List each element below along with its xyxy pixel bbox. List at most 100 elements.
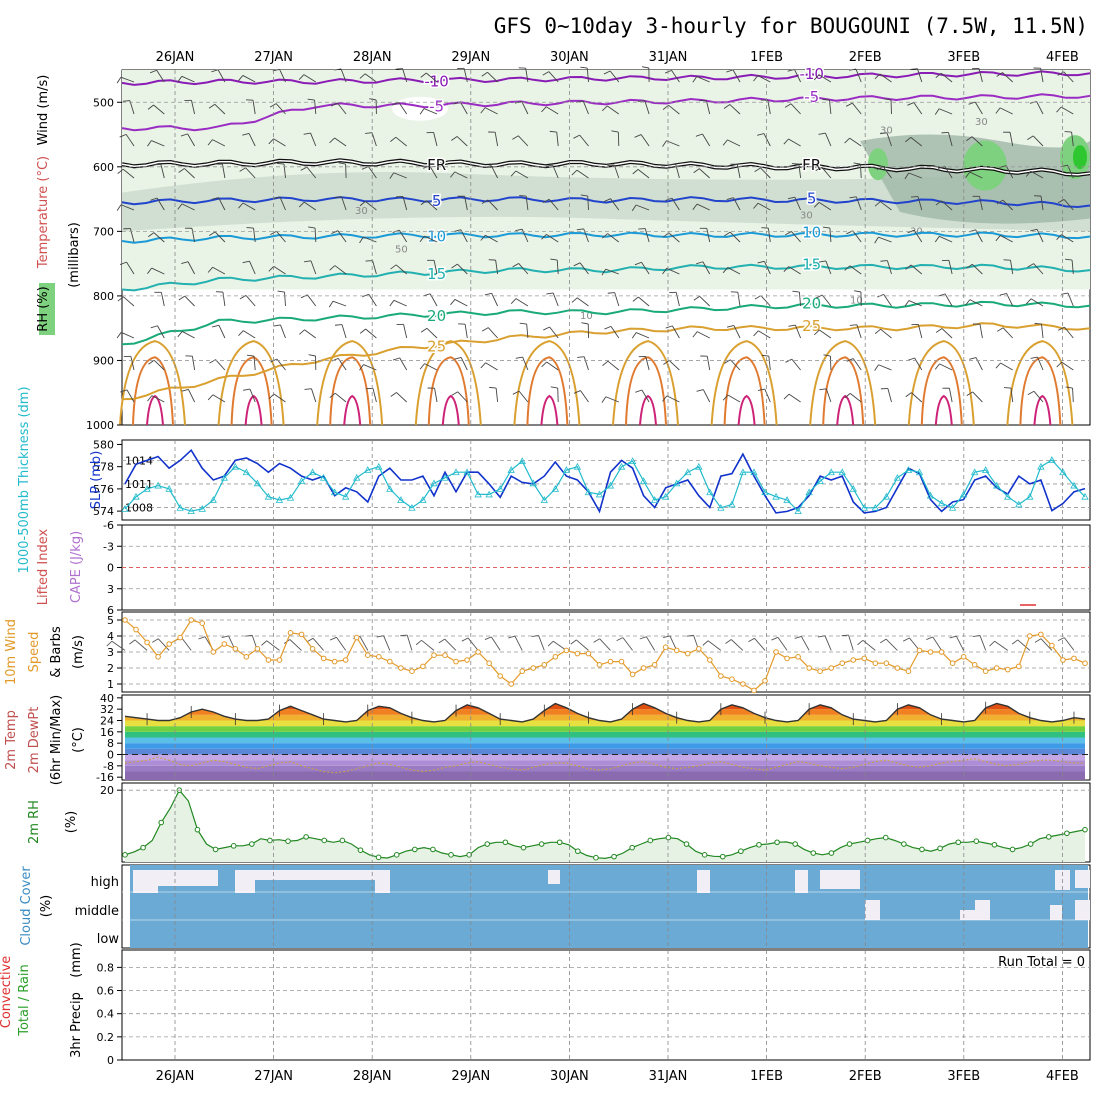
wind-speed-point: [1005, 667, 1010, 672]
wind-barb-flag: [880, 261, 887, 262]
wind-tick-3: 3: [107, 646, 114, 659]
wind-barb-flag: [278, 291, 285, 292]
temp-band: [122, 743, 1090, 749]
cloud-clear-cell: [375, 870, 390, 893]
wind-barb: [492, 293, 498, 306]
temp-band: [122, 772, 1090, 781]
wind-barb: [1064, 638, 1074, 651]
wind-barb: [707, 356, 709, 370]
pressure-tick-600: 600: [93, 161, 114, 174]
wind-speed-point: [399, 666, 404, 671]
rh-2m-point: [322, 838, 327, 843]
wind-barb: [667, 396, 680, 402]
precipitation-panel-frame: [122, 950, 1090, 1060]
wind-barb: [285, 292, 286, 306]
wind-speed-point: [774, 650, 779, 655]
rh-2m-point: [159, 820, 164, 825]
wind-barb-flag: [366, 261, 373, 262]
wind-barb-flag: [485, 637, 492, 640]
wind-speed-point: [266, 658, 271, 663]
precip-tick-0.8: 0.8: [97, 961, 115, 974]
ylabel-temperature: Temperature (°C): [36, 156, 51, 269]
wind-barb-flag: [642, 67, 649, 68]
pressure-tick-700: 700: [93, 225, 114, 238]
top-date-1FEB: 1FEB: [750, 50, 783, 65]
ylabel-dewpt-2m: 2m DewPt: [27, 707, 42, 774]
rh-2m-point: [702, 853, 707, 858]
cloud-level-low: low: [97, 932, 120, 947]
wind-barb: [455, 299, 467, 306]
wind-speed-point: [432, 653, 437, 658]
wind-barb: [519, 391, 528, 402]
wind-barb: [1007, 293, 1013, 306]
temp-band: [122, 709, 1090, 715]
wind-barb: [192, 356, 194, 370]
wind-barb: [789, 394, 801, 402]
wind-barb: [267, 641, 280, 651]
top-date-26JAN: 26JAN: [156, 50, 195, 65]
wind-barb-flag: [1012, 640, 1018, 644]
wind-speed-point: [597, 663, 602, 668]
wind-barb-flag: [926, 637, 933, 640]
wind-tick-4: 4: [107, 630, 114, 643]
wind-barb-flag: [997, 328, 1003, 332]
temp-band: [122, 738, 1090, 744]
pressure-tick-500: 500: [93, 96, 114, 109]
wind-speed-point: [752, 688, 757, 693]
wind-speed-point: [619, 659, 624, 664]
isotherm-30-cell: [922, 357, 962, 425]
cloud-clear-cell: [865, 900, 880, 920]
wind-barb-flag: [305, 389, 312, 390]
wind-barb: [849, 635, 854, 650]
wind-barb: [600, 639, 611, 651]
rh-2m-point: [358, 848, 363, 853]
rh-2m-point: [141, 845, 146, 850]
bottom-date-26JAN: 26JAN: [156, 1069, 195, 1084]
rh-2m-point: [1083, 827, 1088, 832]
wind-speed-point: [1072, 656, 1077, 661]
wind-speed-line: [125, 620, 1085, 690]
wind-barb-flag: [632, 333, 636, 339]
wind-barb: [496, 388, 497, 402]
wind-barb-flag: [771, 637, 777, 640]
cloud-clear-cell: [820, 870, 860, 889]
wind-barb-flag: [875, 329, 880, 333]
wind-barb-flag: [697, 390, 704, 392]
wind-speed-point: [277, 658, 282, 663]
temp-tick-32: 32: [100, 703, 114, 716]
wind-barb: [445, 639, 456, 650]
isotherm-30-cell: [232, 357, 272, 425]
rh-2m-point: [231, 844, 236, 849]
wind-speed-point: [145, 640, 150, 645]
rh-2m-point: [865, 838, 870, 843]
thickness-line: [125, 460, 1085, 511]
wind-speed-point: [1028, 634, 1033, 639]
wind-speed-point: [553, 655, 558, 660]
rh-2m-point: [1065, 831, 1070, 836]
ylabel-wind-unit: (m/s): [71, 635, 86, 669]
wind-speed-point: [818, 669, 823, 674]
wind-barb: [185, 296, 195, 306]
wind-barb: [956, 636, 963, 650]
cloud-clear-cell: [1050, 905, 1062, 920]
wind-barb: [826, 389, 831, 402]
temp-tick-40: 40: [100, 692, 114, 705]
wind-barb-flag: [694, 296, 700, 300]
wind-barb-flag: [118, 297, 124, 301]
wind-barb: [516, 299, 528, 306]
wind-barb-flag: [238, 331, 243, 336]
wind-speed-point: [829, 666, 834, 671]
top-date-2FEB: 2FEB: [849, 50, 882, 65]
wind-barb-flag: [452, 392, 458, 396]
pressure-tick-1000: 1000: [86, 419, 114, 432]
wind-barb-flag: [703, 641, 708, 646]
wind-barb-flag: [990, 641, 995, 646]
wind-speed-point: [586, 651, 591, 656]
rh-2m-point: [757, 842, 762, 847]
wind-barb: [384, 636, 390, 651]
wind-barb-flag: [393, 358, 400, 360]
wind-speed-point: [178, 635, 183, 640]
